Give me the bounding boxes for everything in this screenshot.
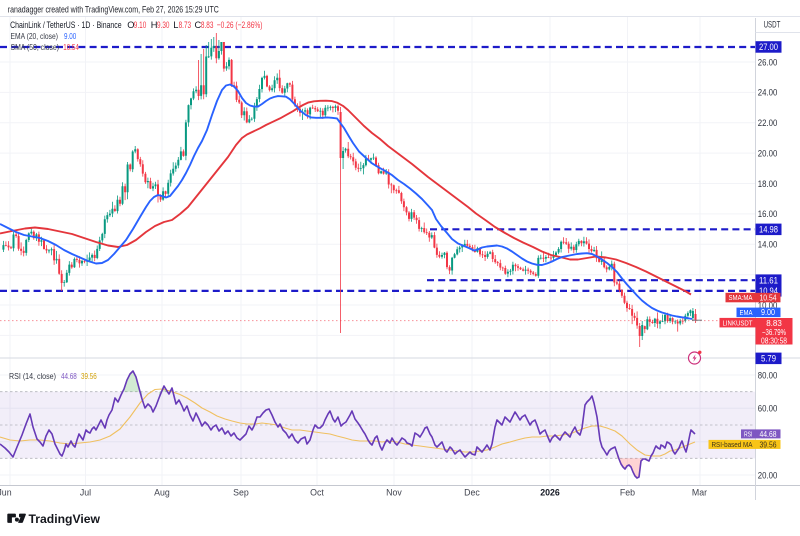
svg-text:44.68: 44.68: [61, 372, 77, 381]
svg-text:RSI-based MA: RSI-based MA: [712, 440, 753, 449]
svg-text:14.00: 14.00: [758, 240, 778, 250]
svg-text:11.61: 11.61: [759, 275, 778, 285]
svg-text:26.00: 26.00: [758, 57, 778, 67]
svg-text:08:30:58: 08:30:58: [761, 337, 787, 346]
svg-text:L: L: [173, 20, 178, 30]
svg-text:39.56: 39.56: [81, 372, 97, 381]
svg-text:SMA (50, close): SMA (50, close): [11, 43, 60, 52]
svg-text:Feb: Feb: [620, 487, 635, 497]
svg-text:9.00: 9.00: [761, 308, 775, 317]
svg-text:EMA: EMA: [740, 308, 753, 317]
svg-text:10.00: 10.00: [758, 300, 778, 310]
svg-text:Jul: Jul: [80, 487, 91, 497]
svg-text:USDT: USDT: [764, 19, 781, 29]
svg-text:8.73: 8.73: [179, 20, 192, 30]
svg-text:60.00: 60.00: [758, 404, 778, 414]
svg-text:10.54: 10.54: [63, 43, 79, 52]
svg-text:SMA:MA: SMA:MA: [729, 293, 753, 302]
svg-text:10.54: 10.54: [760, 293, 777, 302]
svg-text:Oct: Oct: [310, 487, 324, 497]
svg-text:9.30: 9.30: [157, 20, 170, 30]
svg-text:9.10: 9.10: [134, 20, 147, 30]
svg-text:14.98: 14.98: [759, 225, 778, 235]
svg-text:Nov: Nov: [386, 487, 402, 497]
svg-text:5.79: 5.79: [761, 354, 776, 364]
svg-text:LINKUSDT: LINKUSDT: [723, 318, 753, 327]
svg-text:8.83: 8.83: [766, 319, 782, 328]
svg-text:Dec: Dec: [464, 487, 480, 497]
svg-text:H: H: [151, 20, 158, 30]
svg-text:ChainLink / TetherUS · 1D · Bi: ChainLink / TetherUS · 1D · Binance: [10, 20, 122, 30]
svg-text:10.94: 10.94: [759, 286, 778, 296]
svg-text:Sep: Sep: [233, 487, 249, 497]
svg-text:EMA (20, close): EMA (20, close): [11, 32, 59, 41]
svg-text:22.00: 22.00: [758, 118, 778, 128]
svg-text:20.00: 20.00: [758, 470, 778, 480]
svg-text:80.00: 80.00: [758, 370, 778, 380]
svg-text:−0.26 (−2.86%): −0.26 (−2.86%): [217, 20, 263, 30]
svg-text:16.00: 16.00: [758, 209, 778, 219]
svg-text:RSI: RSI: [744, 430, 753, 439]
svg-text:39.56: 39.56: [760, 440, 777, 449]
svg-text:Mar: Mar: [692, 487, 707, 497]
svg-text:TradingView: TradingView: [29, 512, 101, 526]
svg-text:Jun: Jun: [0, 487, 12, 497]
svg-text:8.83: 8.83: [201, 20, 214, 30]
svg-text:Aug: Aug: [154, 487, 170, 497]
svg-text:9.00: 9.00: [64, 32, 77, 41]
svg-text:2026: 2026: [540, 487, 560, 497]
svg-text:44.68: 44.68: [760, 430, 777, 439]
svg-text:27.00: 27.00: [759, 42, 778, 52]
svg-text:ranadagger created with Tradin: ranadagger created with TradingView.com,…: [8, 5, 219, 15]
svg-text:18.00: 18.00: [758, 179, 778, 189]
svg-text:RSI (14, close): RSI (14, close): [9, 372, 56, 381]
svg-text:O: O: [127, 20, 134, 30]
svg-text:24.00: 24.00: [758, 88, 778, 98]
svg-text:20.00: 20.00: [758, 148, 778, 158]
svg-text:C: C: [195, 20, 202, 30]
svg-text:−36.79%: −36.79%: [762, 328, 786, 337]
